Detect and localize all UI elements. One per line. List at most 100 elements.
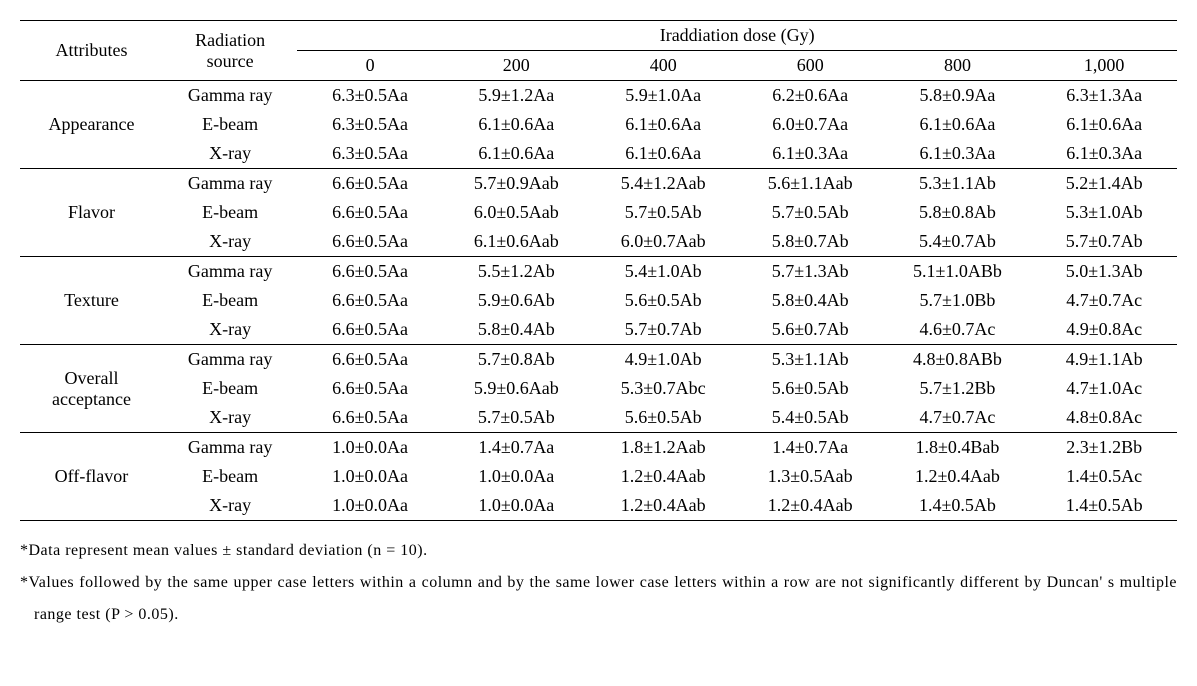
value-cell: 5.7±0.7Ab [590, 315, 737, 345]
value-cell: 4.9±1.1Ab [1031, 345, 1177, 375]
source-cell: X-ray [163, 491, 297, 521]
table-row: E-beam1.0±0.0Aa1.0±0.0Aa1.2±0.4Aab1.3±0.… [20, 462, 1177, 491]
table-row: Off-flavorGamma ray1.0±0.0Aa1.4±0.7Aa1.8… [20, 433, 1177, 463]
table-row: FlavorGamma ray6.6±0.5Aa5.7±0.9Aab5.4±1.… [20, 169, 1177, 199]
value-cell: 5.9±1.0Aa [590, 81, 737, 111]
value-cell: 5.4±0.5Ab [737, 403, 884, 433]
value-cell: 6.0±0.7Aa [737, 110, 884, 139]
value-cell: 5.8±0.4Ab [443, 315, 590, 345]
value-cell: 6.3±0.5Aa [297, 81, 442, 111]
source-cell: X-ray [163, 315, 297, 345]
attribute-cell: Texture [20, 257, 163, 345]
value-cell: 1.4±0.7Aa [443, 433, 590, 463]
value-cell: 1.2±0.4Aab [590, 491, 737, 521]
value-cell: 1.4±0.5Ac [1031, 462, 1177, 491]
value-cell: 5.6±0.5Ab [590, 403, 737, 433]
value-cell: 5.4±0.7Ab [884, 227, 1032, 257]
table-row: E-beam6.6±0.5Aa5.9±0.6Ab5.6±0.5Ab5.8±0.4… [20, 286, 1177, 315]
value-cell: 1.3±0.5Aab [737, 462, 884, 491]
value-cell: 6.0±0.7Aab [590, 227, 737, 257]
attribute-cell: Off-flavor [20, 433, 163, 521]
value-cell: 2.3±1.2Bb [1031, 433, 1177, 463]
value-cell: 6.1±0.3Aa [1031, 139, 1177, 169]
value-cell: 5.7±0.9Aab [443, 169, 590, 199]
value-cell: 6.6±0.5Aa [297, 345, 442, 375]
value-cell: 6.6±0.5Aa [297, 227, 442, 257]
value-cell: 1.2±0.4Aab [884, 462, 1032, 491]
value-cell: 1.8±1.2Aab [590, 433, 737, 463]
value-cell: 5.3±1.1Ab [884, 169, 1032, 199]
value-cell: 5.2±1.4Ab [1031, 169, 1177, 199]
col-header-dose-4: 800 [884, 51, 1032, 81]
table-row: E-beam6.6±0.5Aa5.9±0.6Aab5.3±0.7Abc5.6±0… [20, 374, 1177, 403]
value-cell: 4.9±1.0Ab [590, 345, 737, 375]
col-header-dose-2: 400 [590, 51, 737, 81]
value-cell: 1.2±0.4Aab [737, 491, 884, 521]
value-cell: 1.4±0.5Ab [1031, 491, 1177, 521]
source-cell: Gamma ray [163, 345, 297, 375]
value-cell: 4.6±0.7Ac [884, 315, 1032, 345]
value-cell: 1.0±0.0Aa [297, 462, 442, 491]
source-cell: E-beam [163, 374, 297, 403]
value-cell: 1.4±0.5Ab [884, 491, 1032, 521]
value-cell: 6.1±0.6Aab [443, 227, 590, 257]
value-cell: 5.6±1.1Aab [737, 169, 884, 199]
value-cell: 5.1±1.0ABb [884, 257, 1032, 287]
value-cell: 6.3±0.5Aa [297, 139, 442, 169]
value-cell: 5.9±1.2Aa [443, 81, 590, 111]
source-cell: Gamma ray [163, 81, 297, 111]
value-cell: 6.6±0.5Aa [297, 257, 442, 287]
table-row: X-ray6.6±0.5Aa6.1±0.6Aab6.0±0.7Aab5.8±0.… [20, 227, 1177, 257]
value-cell: 5.7±0.5Ab [737, 198, 884, 227]
value-cell: 5.7±0.5Ab [443, 403, 590, 433]
source-cell: E-beam [163, 110, 297, 139]
col-header-dose-0: 0 [297, 51, 442, 81]
value-cell: 5.8±0.9Aa [884, 81, 1032, 111]
value-cell: 6.1±0.6Aa [443, 139, 590, 169]
footnotes: *Data represent mean values ± standard d… [20, 535, 1177, 631]
value-cell: 5.6±0.7Ab [737, 315, 884, 345]
value-cell: 5.7±1.2Bb [884, 374, 1032, 403]
value-cell: 5.4±1.2Aab [590, 169, 737, 199]
value-cell: 4.7±0.7Ac [884, 403, 1032, 433]
value-cell: 1.0±0.0Aa [443, 491, 590, 521]
value-cell: 5.7±0.8Ab [443, 345, 590, 375]
value-cell: 1.8±0.4Bab [884, 433, 1032, 463]
value-cell: 6.2±0.6Aa [737, 81, 884, 111]
table-row: X-ray6.6±0.5Aa5.7±0.5Ab5.6±0.5Ab5.4±0.5A… [20, 403, 1177, 433]
value-cell: 5.6±0.5Ab [737, 374, 884, 403]
value-cell: 6.1±0.3Aa [737, 139, 884, 169]
value-cell: 6.1±0.6Aa [590, 110, 737, 139]
value-cell: 4.8±0.8ABb [884, 345, 1032, 375]
footnote-line: *Values followed by the same upper case … [20, 567, 1177, 631]
table-row: E-beam6.6±0.5Aa6.0±0.5Aab5.7±0.5Ab5.7±0.… [20, 198, 1177, 227]
value-cell: 6.1±0.3Aa [884, 139, 1032, 169]
value-cell: 1.4±0.7Aa [737, 433, 884, 463]
value-cell: 1.0±0.0Aa [297, 433, 442, 463]
value-cell: 5.7±0.5Ab [590, 198, 737, 227]
source-cell: E-beam [163, 198, 297, 227]
col-header-dose-group: Iraddiation dose (Gy) [297, 21, 1177, 51]
col-header-attributes: Attributes [20, 21, 163, 81]
source-cell: E-beam [163, 462, 297, 491]
source-cell: Gamma ray [163, 433, 297, 463]
value-cell: 5.9±0.6Ab [443, 286, 590, 315]
value-cell: 1.0±0.0Aa [297, 491, 442, 521]
table-row: E-beam6.3±0.5Aa6.1±0.6Aa6.1±0.6Aa6.0±0.7… [20, 110, 1177, 139]
attribute-cell: Appearance [20, 81, 163, 169]
value-cell: 6.3±1.3Aa [1031, 81, 1177, 111]
value-cell: 6.6±0.5Aa [297, 198, 442, 227]
data-table: Attributes Radiationsource Iraddiation d… [20, 20, 1177, 521]
value-cell: 5.4±1.0Ab [590, 257, 737, 287]
value-cell: 6.1±0.6Aa [1031, 110, 1177, 139]
table-row: X-ray1.0±0.0Aa1.0±0.0Aa1.2±0.4Aab1.2±0.4… [20, 491, 1177, 521]
col-header-dose-5: 1,000 [1031, 51, 1177, 81]
source-cell: E-beam [163, 286, 297, 315]
source-cell: X-ray [163, 139, 297, 169]
source-cell: X-ray [163, 227, 297, 257]
value-cell: 5.7±0.7Ab [1031, 227, 1177, 257]
table-row: TextureGamma ray6.6±0.5Aa5.5±1.2Ab5.4±1.… [20, 257, 1177, 287]
table-row: OverallacceptanceGamma ray6.6±0.5Aa5.7±0… [20, 345, 1177, 375]
value-cell: 5.0±1.3Ab [1031, 257, 1177, 287]
value-cell: 6.1±0.6Aa [884, 110, 1032, 139]
